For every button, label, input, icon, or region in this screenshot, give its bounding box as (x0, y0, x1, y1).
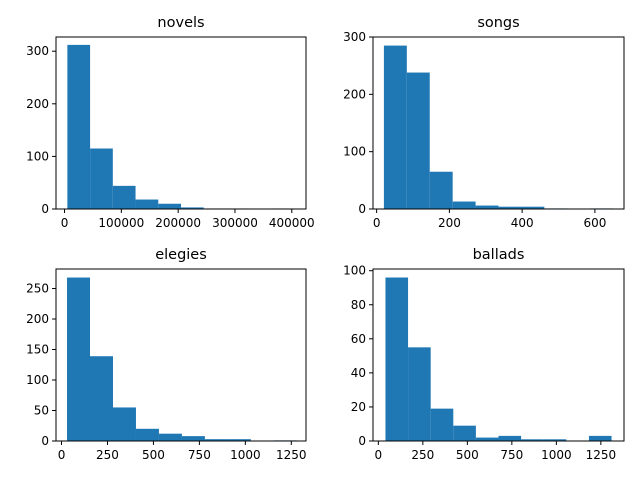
y-tick-label: 150 (26, 343, 49, 357)
histogram-bars (385, 277, 612, 441)
histogram-bar (90, 356, 113, 441)
y-tick-label: 60 (351, 332, 366, 346)
histogram-bar (430, 408, 454, 441)
x-tick-label: 0 (373, 216, 381, 230)
histogram-bar (521, 439, 544, 441)
y-tick-label: 100 (343, 264, 366, 278)
histogram-bar (112, 407, 136, 441)
y-tick-label: 100 (26, 149, 49, 163)
histogram-bar (406, 72, 430, 210)
y-tick-label: 0 (358, 202, 366, 216)
histogram-bar (112, 185, 136, 209)
x-tick-label: 0 (375, 448, 383, 462)
songs-panel: songs 0 200 400 600 0 100 200 300 (343, 15, 625, 230)
histogram-bar (452, 201, 476, 209)
histogram-bar (135, 199, 159, 209)
y-tick-label: 50 (34, 404, 49, 418)
x-tick-label: 1000 (541, 448, 572, 462)
histogram-bar (543, 439, 567, 441)
x-tick-label: 0 (61, 216, 69, 230)
histogram-bars (383, 45, 614, 210)
panel-title: songs (477, 15, 519, 31)
panel-title: novels (157, 15, 204, 31)
x-tick-label: 1000 (230, 448, 261, 462)
y-tick-label: 100 (343, 145, 366, 159)
histogram-bar (204, 439, 228, 441)
x-tick-label: 200000 (155, 216, 201, 230)
ballads-panel: ballads 0 250 500 750 1000 1250 0 20 40 60 80 100 (343, 247, 625, 462)
histogram-bar (158, 203, 181, 209)
histogram-bar (521, 206, 545, 209)
x-tick-label: 250 (96, 448, 119, 462)
x-tick-label: 750 (188, 448, 211, 462)
axes-frame (55, 268, 307, 442)
y-tick-label: 0 (41, 202, 49, 216)
y-tick-label: 200 (343, 87, 366, 101)
histogram-bars (67, 44, 295, 209)
panel-title: elegies (155, 247, 207, 263)
y-tick-label: 0 (41, 434, 49, 448)
y-tick-label: 80 (351, 298, 366, 312)
x-tick-label: 750 (500, 448, 523, 462)
x-tick-label: 500 (142, 448, 165, 462)
histogram-bars (67, 277, 297, 441)
histogram-bar (408, 347, 431, 441)
axes-frame (372, 268, 625, 442)
x-tick-label: 250 (411, 448, 434, 462)
x-tick-label: 100000 (98, 216, 144, 230)
axes-frame (372, 36, 625, 210)
axes-frame (55, 36, 307, 210)
histogram-bar (67, 277, 91, 441)
histogram-bar (158, 433, 182, 441)
y-tick-label: 40 (351, 366, 366, 380)
y-tick-label: 300 (26, 44, 49, 58)
histogram-bar (475, 205, 499, 209)
histogram-bar (227, 439, 251, 441)
y-tick-label: 0 (358, 434, 366, 448)
histogram-bar (181, 436, 205, 441)
x-tick-label: 500 (456, 448, 479, 462)
y-tick-label: 20 (351, 400, 366, 414)
x-tick-label: 300000 (212, 216, 258, 230)
histogram-bar (429, 171, 453, 209)
y-tick-label: 200 (26, 97, 49, 111)
y-tick-label: 200 (26, 312, 49, 326)
x-tick-label: 200 (438, 216, 461, 230)
x-tick-label: 400000 (269, 216, 315, 230)
x-tick-label: 0 (58, 448, 66, 462)
histogram-bar (498, 206, 522, 209)
histogram-bar (453, 425, 476, 441)
x-tick-label: 400 (511, 216, 534, 230)
histogram-bar (90, 148, 113, 209)
panel-title: ballads (473, 247, 525, 263)
x-tick-label: 600 (583, 216, 606, 230)
histogram-bar (385, 277, 409, 441)
x-tick-label: 1250 (586, 448, 617, 462)
histogram-bar (588, 435, 612, 441)
histogram-bar (475, 437, 499, 441)
y-tick-label: 100 (26, 373, 49, 387)
histogram-bar (181, 207, 204, 209)
histogram-bar (383, 45, 407, 209)
histogram-bar (498, 435, 522, 441)
novels-panel: novels 0 100000 200000 300000 400000 0 100 200 3… (26, 15, 315, 230)
y-tick-label: 250 (26, 282, 49, 296)
y-tick-label: 300 (343, 30, 366, 44)
elegies-panel: elegies 0 250 500 750 1000 1250 0 50 100 150 200 25… (26, 247, 306, 462)
histogram-bar (135, 428, 159, 441)
x-tick-label: 1250 (276, 448, 307, 462)
histogram-bar (67, 44, 91, 209)
